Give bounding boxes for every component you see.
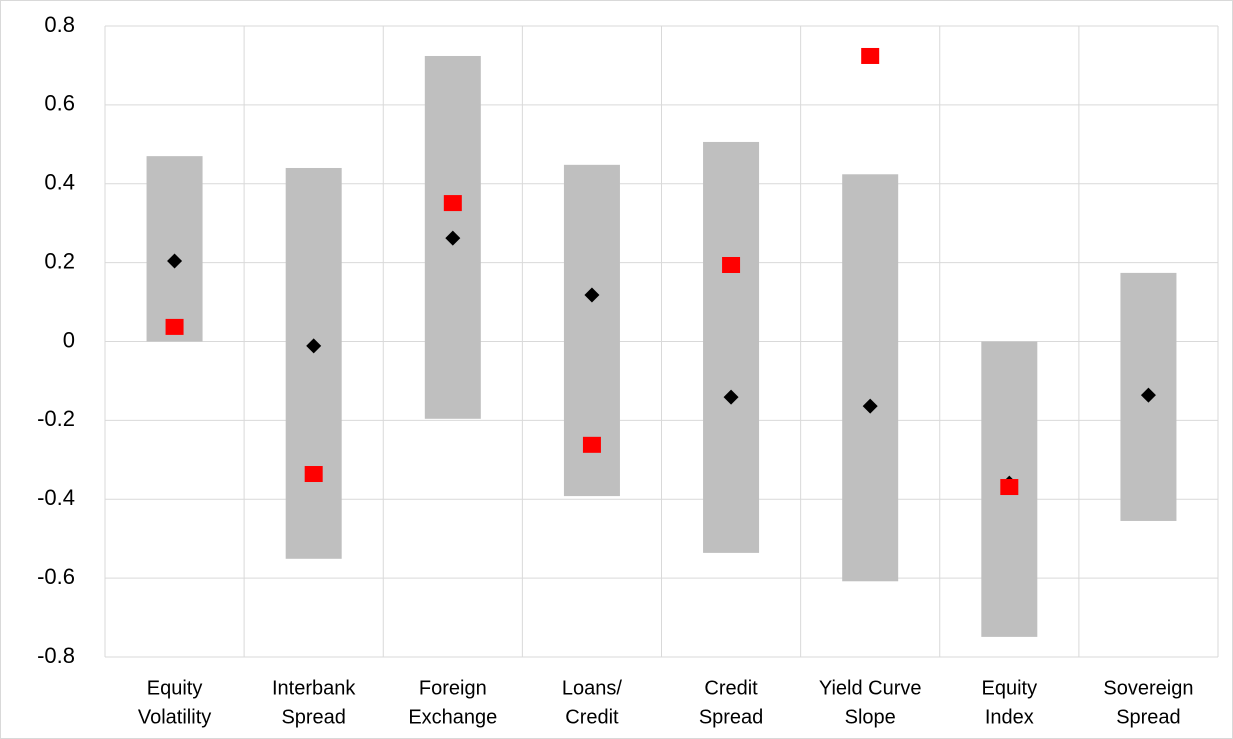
x-tick-label: Loans/ (562, 677, 622, 699)
x-tick-label: Yield Curve (819, 677, 922, 699)
diamond-marker (306, 338, 322, 354)
y-tick-label: 0.6 (44, 91, 75, 116)
y-tick-label: -0.4 (37, 485, 75, 510)
x-tick-label: Spread (699, 706, 764, 728)
range-bar (146, 156, 203, 342)
x-tick-label: Exchange (408, 706, 497, 728)
square-marker (582, 436, 601, 453)
x-tick-label: Interbank (272, 677, 356, 699)
range-bar (285, 167, 342, 559)
square-marker (722, 256, 741, 273)
x-tick-label: Volatility (138, 706, 211, 728)
x-tick-label: Foreign (419, 677, 487, 699)
diamond-marker (167, 253, 183, 269)
y-tick-label: -0.2 (37, 406, 75, 431)
square-marker (443, 195, 462, 212)
diamond-marker (445, 230, 461, 246)
x-tick-label: Slope (845, 706, 896, 728)
x-tick-label: Sovereign (1103, 677, 1193, 699)
x-tick-label: Spread (1116, 706, 1181, 728)
square-marker (861, 47, 880, 64)
y-tick-label: 0.4 (44, 170, 75, 195)
x-tick-label: Index (985, 706, 1034, 728)
square-marker (1000, 479, 1019, 496)
y-tick-label: 0 (63, 327, 75, 352)
x-tick-label: Spread (281, 706, 346, 728)
diamond-marker (1140, 387, 1156, 403)
diamond-marker (723, 389, 739, 405)
y-tick-label: 0.2 (44, 248, 75, 273)
y-tick-label: 0.8 (44, 12, 75, 37)
range-bar (703, 141, 760, 553)
y-tick-label: -0.6 (37, 564, 75, 589)
diamond-marker (584, 287, 600, 303)
y-tick-label: -0.8 (37, 643, 75, 668)
diamond-marker (862, 398, 878, 414)
x-tick-label: Equity (982, 677, 1038, 699)
square-marker (304, 466, 323, 483)
x-tick-label: Credit (565, 706, 619, 728)
square-marker (165, 318, 184, 335)
x-tick-label: Equity (147, 677, 203, 699)
x-tick-label: Credit (704, 677, 758, 699)
range-bar (842, 174, 899, 582)
